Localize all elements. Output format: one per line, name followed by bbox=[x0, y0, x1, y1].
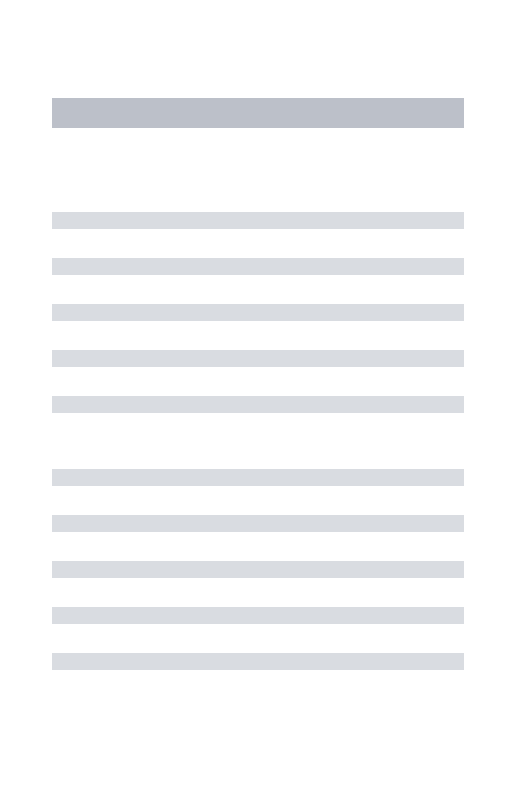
skeleton-container bbox=[0, 98, 516, 670]
skeleton-line bbox=[52, 396, 464, 413]
spacer bbox=[52, 128, 464, 212]
skeleton-line bbox=[52, 258, 464, 275]
skeleton-line bbox=[52, 212, 464, 229]
skeleton-line bbox=[52, 607, 464, 624]
skeleton-line bbox=[52, 653, 464, 670]
skeleton-header-bar bbox=[52, 98, 464, 128]
skeleton-group-1 bbox=[52, 212, 464, 413]
skeleton-line bbox=[52, 304, 464, 321]
skeleton-line bbox=[52, 561, 464, 578]
skeleton-line bbox=[52, 469, 464, 486]
spacer bbox=[52, 413, 464, 469]
skeleton-group-2 bbox=[52, 469, 464, 670]
skeleton-line bbox=[52, 515, 464, 532]
skeleton-line bbox=[52, 350, 464, 367]
